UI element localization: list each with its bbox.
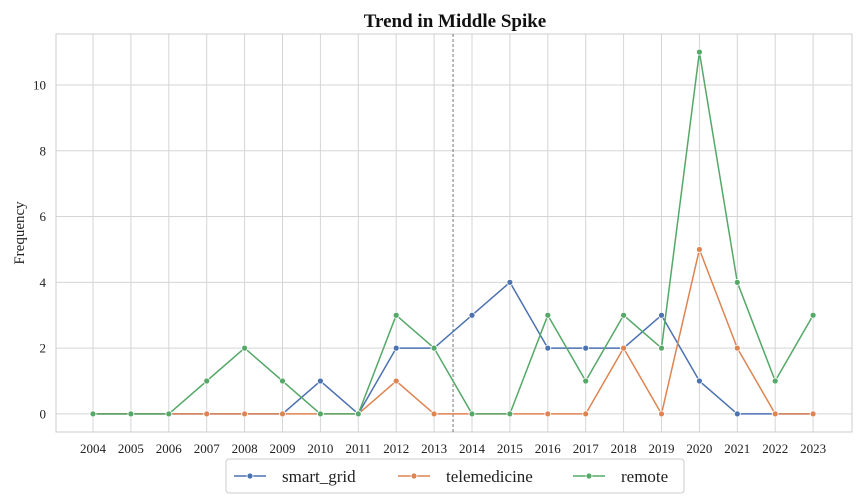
data-point-telemedicine bbox=[620, 344, 627, 352]
legend-label: telemedicine bbox=[446, 467, 533, 486]
y-axis-label: Frequency bbox=[12, 201, 28, 265]
data-point-smart_grid bbox=[733, 410, 741, 418]
data-point-remote bbox=[506, 410, 514, 418]
x-tick-label: 2015 bbox=[497, 441, 523, 456]
legend-box bbox=[225, 458, 685, 494]
data-point-telemedicine bbox=[582, 410, 590, 418]
data-point-smart_grid bbox=[392, 344, 400, 352]
data-point-remote bbox=[354, 410, 362, 418]
x-tick-label: 2008 bbox=[232, 441, 258, 456]
data-point-telemedicine bbox=[733, 344, 741, 352]
y-tick-label: 2 bbox=[40, 341, 47, 356]
x-axis-ticks: 2004 2005 2006 2007 2008 2009 2010 2011 2012 2013… bbox=[80, 441, 826, 456]
x-tick-label: 2011 bbox=[346, 441, 372, 456]
legend-marker bbox=[585, 472, 593, 480]
data-point-remote bbox=[241, 344, 249, 352]
x-tick-label: 2016 bbox=[535, 441, 562, 456]
legend-label: remote bbox=[621, 467, 668, 486]
legend-marker bbox=[246, 472, 254, 480]
data-point-telemedicine bbox=[809, 410, 817, 418]
data-point-telemedicine bbox=[658, 410, 665, 418]
data-point-remote bbox=[696, 48, 703, 56]
x-tick-label: 2010 bbox=[307, 441, 333, 456]
x-tick-label: 2019 bbox=[649, 441, 675, 456]
legend-marker bbox=[410, 472, 418, 480]
x-tick-label: 2006 bbox=[156, 441, 183, 456]
data-point-remote bbox=[658, 344, 665, 352]
legend-item-telemedicine[interactable]: telemedicine bbox=[398, 467, 533, 486]
y-tick-label: 8 bbox=[40, 143, 47, 158]
data-point-smart_grid bbox=[316, 377, 324, 385]
data-point-telemedicine bbox=[544, 410, 552, 418]
data-point-smart_grid bbox=[658, 311, 665, 319]
legend-item-smart_grid[interactable]: smart_grid bbox=[234, 467, 356, 486]
y-tick-label: 0 bbox=[40, 406, 47, 421]
data-point-smart_grid bbox=[468, 311, 476, 319]
data-point-remote bbox=[89, 410, 97, 418]
x-tick-label: 2013 bbox=[421, 441, 447, 456]
data-point-telemedicine bbox=[279, 410, 286, 418]
x-tick-label: 2017 bbox=[573, 441, 600, 456]
data-point-remote bbox=[430, 344, 438, 352]
x-tick-label: 2018 bbox=[611, 441, 637, 456]
series-line-telemedicine bbox=[93, 248, 814, 415]
data-point-telemedicine bbox=[241, 410, 249, 418]
legend[interactable]: smart_grid telemedicine remote bbox=[225, 458, 685, 494]
data-point-remote bbox=[771, 377, 779, 385]
x-tick-label: 2014 bbox=[459, 441, 486, 456]
x-tick-label: 2022 bbox=[762, 441, 788, 456]
data-point-remote bbox=[279, 377, 286, 385]
y-tick-label: 4 bbox=[40, 275, 47, 290]
x-tick-label: 2004 bbox=[80, 441, 107, 456]
data-point-smart_grid bbox=[506, 278, 514, 286]
data-point-remote bbox=[468, 410, 476, 418]
series-group bbox=[89, 48, 817, 418]
legend-item-remote[interactable]: remote bbox=[573, 467, 668, 486]
data-point-telemedicine bbox=[696, 246, 703, 253]
data-point-remote bbox=[620, 311, 627, 319]
data-point-telemedicine bbox=[203, 410, 211, 418]
data-point-smart_grid bbox=[582, 344, 590, 352]
data-point-remote bbox=[127, 410, 135, 418]
data-point-smart_grid bbox=[696, 377, 703, 385]
data-point-remote bbox=[165, 410, 173, 418]
y-tick-label: 10 bbox=[33, 77, 46, 92]
plot-frame bbox=[55, 33, 853, 433]
series-line-remote bbox=[93, 51, 814, 415]
x-tick-label: 2005 bbox=[118, 441, 144, 456]
data-point-remote bbox=[544, 311, 552, 319]
data-point-remote bbox=[733, 278, 741, 286]
data-point-remote bbox=[316, 410, 324, 418]
x-tick-label: 2021 bbox=[724, 441, 750, 456]
data-point-remote bbox=[392, 311, 400, 319]
grid bbox=[56, 34, 852, 432]
x-tick-label: 2007 bbox=[194, 441, 221, 456]
data-point-telemedicine bbox=[392, 377, 400, 385]
x-tick-label: 2009 bbox=[270, 441, 296, 456]
data-point-remote bbox=[582, 377, 590, 385]
y-tick-label: 6 bbox=[40, 209, 47, 224]
x-tick-label: 2020 bbox=[686, 441, 712, 456]
data-point-telemedicine bbox=[430, 410, 438, 418]
chart-title: Trend in Middle Spike bbox=[364, 11, 547, 32]
legend-label: smart_grid bbox=[282, 467, 356, 486]
data-point-smart_grid bbox=[544, 344, 552, 352]
data-point-telemedicine bbox=[771, 410, 779, 418]
x-tick-label: 2023 bbox=[800, 441, 826, 456]
data-point-remote bbox=[203, 377, 211, 385]
series-remote bbox=[89, 48, 817, 418]
y-axis-ticks: 0 2 4 6 8 10 bbox=[33, 77, 47, 421]
x-tick-label: 2012 bbox=[383, 441, 409, 456]
data-point-remote bbox=[809, 311, 817, 319]
